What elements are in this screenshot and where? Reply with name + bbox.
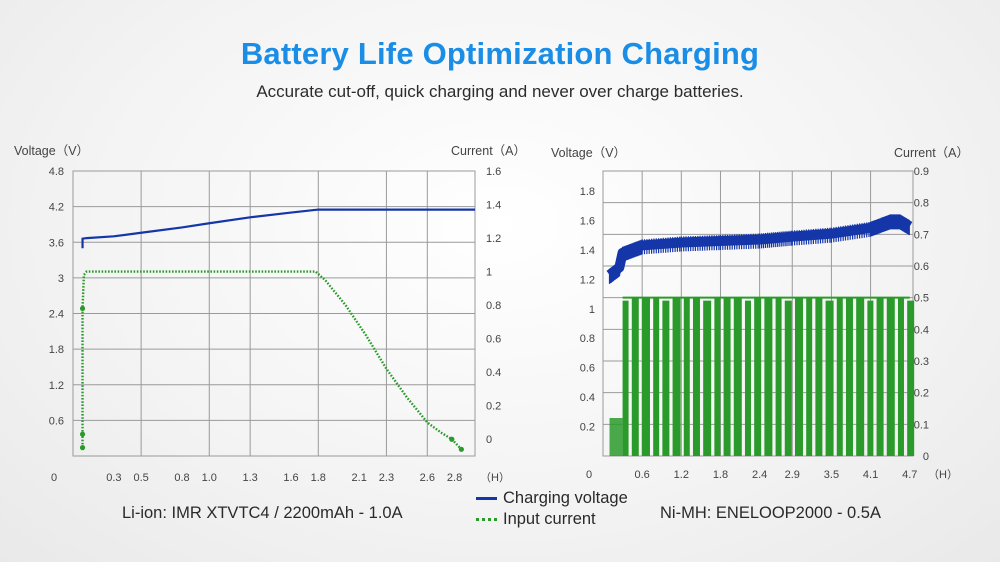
right-chart-yright-tick: 0.9 xyxy=(914,166,929,178)
chart-left: Voltage（V） Current（A） 4.8 4.2 3.6 3 2.4 1.8 1.… xyxy=(14,144,526,484)
left-chart-grid xyxy=(72,170,476,457)
right-chart-yright-tick: 0.2 xyxy=(914,388,929,400)
left-chart-yright-tick: 1.6 xyxy=(486,166,501,178)
left-chart-yright-tick: 1 xyxy=(486,267,492,279)
right-chart-yleft-tick: 1.4 xyxy=(580,245,595,257)
legend-current-swatch xyxy=(476,518,497,521)
left-chart-yleft-tick: 3 xyxy=(58,273,64,285)
right-chart-xtick: 2.9 xyxy=(785,469,800,481)
legend-voltage-swatch xyxy=(476,497,497,500)
legend-current: Input current xyxy=(476,509,628,530)
right-current-pulses xyxy=(622,297,915,456)
left-chart-xtick: 0.3 xyxy=(106,472,121,484)
left-chart-xtick: 2.1 xyxy=(352,472,367,484)
left-chart-yleft-tick: 1.8 xyxy=(49,344,64,356)
right-chart-yright-tick: 0.4 xyxy=(914,324,929,336)
right-chart-xtick: 1.8 xyxy=(713,469,728,481)
left-chart-ylabel-right: Current（A） xyxy=(451,144,526,158)
right-chart-xtick: 2.4 xyxy=(752,469,767,481)
left-chart-yticks-right: 1.6 1.4 1.2 1 0.8 0.6 0.4 0.2 0 xyxy=(486,166,501,446)
left-chart-xtick: 2.8 xyxy=(447,472,462,484)
left-current-point xyxy=(79,305,86,312)
right-chart-xticks: 0 （H） 0.6 1.2 1.8 2.4 2.9 3.5 4.1 4.7 xyxy=(586,468,958,481)
chart-right: Voltage（V） Current（A） 1.81.61.41.210.80.… xyxy=(551,146,969,481)
left-chart-yleft-tick: 2.4 xyxy=(49,309,64,321)
right-chart-yleft-tick: 1 xyxy=(589,304,595,316)
left-current-point xyxy=(79,431,86,437)
left-chart-yticks-left: 4.8 4.2 3.6 3 2.4 1.8 1.2 0.6 xyxy=(49,166,64,427)
left-chart-yleft-tick: 4.8 xyxy=(49,166,64,178)
left-chart-xtick: 1.6 xyxy=(283,472,298,484)
left-current-point xyxy=(458,446,464,452)
legend-voltage-label: Charging voltage xyxy=(503,489,628,507)
left-chart-caption: Li-ion: IMR XTVTC4 / 2200mAh - 1.0A xyxy=(122,504,403,522)
left-chart-yright-tick: 0.8 xyxy=(486,300,501,312)
left-chart-x-unit: （H） xyxy=(480,471,510,484)
left-chart-xtick: 0.5 xyxy=(133,472,148,484)
right-chart-yticks-right: 0.9 0.8 0.7 0.6 0.5 0.4 0.3 0.2 0.1 0 xyxy=(914,166,929,463)
left-current-point xyxy=(79,445,86,451)
right-chart-x-unit: （H） xyxy=(928,468,958,481)
left-chart-xtick: 0.8 xyxy=(174,472,189,484)
left-chart-xtick: 2.3 xyxy=(379,472,394,484)
legend: Charging voltage Input current xyxy=(476,488,628,530)
page-subtitle: Accurate cut-off, quick charging and nev… xyxy=(256,82,744,101)
right-chart-xtick: 1.2 xyxy=(674,469,689,481)
right-chart-yright-tick: 0.3 xyxy=(914,356,929,368)
right-chart-yright-tick: 0.7 xyxy=(914,229,929,241)
right-chart-xtick: 4.7 xyxy=(902,469,917,481)
left-current-point xyxy=(449,436,455,442)
left-chart-xtick: 1.3 xyxy=(243,472,258,484)
left-chart-yleft-tick: 1.2 xyxy=(49,380,64,392)
page-title: Battery Life Optimization Charging xyxy=(240,36,760,71)
right-chart-yleft-tick: 1.8 xyxy=(580,186,595,198)
left-chart-series xyxy=(79,208,475,452)
right-chart-yleft-tick: 0.6 xyxy=(580,363,595,375)
right-chart-yleft-tick: 0.8 xyxy=(580,333,595,345)
left-current-line xyxy=(81,270,463,451)
right-voltage-noise xyxy=(608,214,910,284)
right-chart-ylabel-right: Current（A） xyxy=(894,146,969,160)
left-chart-yleft-tick: 0.6 xyxy=(49,415,64,427)
legend-current-label: Input current xyxy=(503,510,596,528)
right-chart-yright-tick: 0.5 xyxy=(914,293,929,305)
right-chart-yleft-tick: 0.2 xyxy=(580,422,595,434)
right-chart-series xyxy=(606,214,915,456)
right-chart-x-origin: 0 xyxy=(586,469,592,481)
right-chart-xtick: 3.5 xyxy=(824,469,839,481)
left-chart-xtick: 1.0 xyxy=(202,472,217,484)
right-chart-xtick: 4.1 xyxy=(863,469,878,481)
left-chart-yright-tick: 1.2 xyxy=(486,233,501,245)
left-chart-yright-tick: 1.4 xyxy=(486,200,501,212)
right-chart-caption: Ni-MH: ENELOOP2000 - 0.5A xyxy=(660,504,881,522)
left-chart-xtick: 1.8 xyxy=(311,472,326,484)
left-chart-xtick: 2.6 xyxy=(420,472,435,484)
left-chart-x-origin: 0 xyxy=(51,472,57,484)
right-chart-ylabel-left: Voltage（V） xyxy=(551,146,626,160)
left-chart-ylabel-left: Voltage（V） xyxy=(14,144,89,158)
left-chart-yleft-tick: 4.2 xyxy=(49,202,64,214)
right-chart-yleft-tick: 1.6 xyxy=(580,215,595,227)
left-chart-yright-tick: 0.6 xyxy=(486,334,501,346)
left-chart-yright-tick: 0.4 xyxy=(486,367,501,379)
left-voltage-line xyxy=(81,208,475,249)
right-chart-yright-tick: 0 xyxy=(923,451,929,463)
right-chart-yright-tick: 0.8 xyxy=(914,198,929,210)
legend-voltage: Charging voltage xyxy=(476,488,628,509)
left-chart-xticks: 0 （H） 0.3 0.5 0.8 1.0 1.3 1.6 1.8 2.1 2.3 2.6 2.8 xyxy=(51,471,510,484)
right-chart-yright-tick: 0.1 xyxy=(914,419,929,431)
right-chart-yright-tick: 0.6 xyxy=(914,261,929,273)
right-chart-yleft-tick: 0.4 xyxy=(580,392,595,404)
left-chart-yright-tick: 0 xyxy=(486,434,492,446)
right-chart-yticks-left: 1.8 1.6 1.4 1.2 1 0.8 0.6 0.4 0.2 xyxy=(580,186,595,434)
left-chart-yleft-tick: 3.6 xyxy=(49,237,64,249)
right-current-pre xyxy=(609,418,623,456)
left-chart-yright-tick: 0.2 xyxy=(486,401,501,413)
right-chart-xtick: 0.6 xyxy=(635,469,650,481)
right-chart-yleft-tick: 1.2 xyxy=(580,274,595,286)
